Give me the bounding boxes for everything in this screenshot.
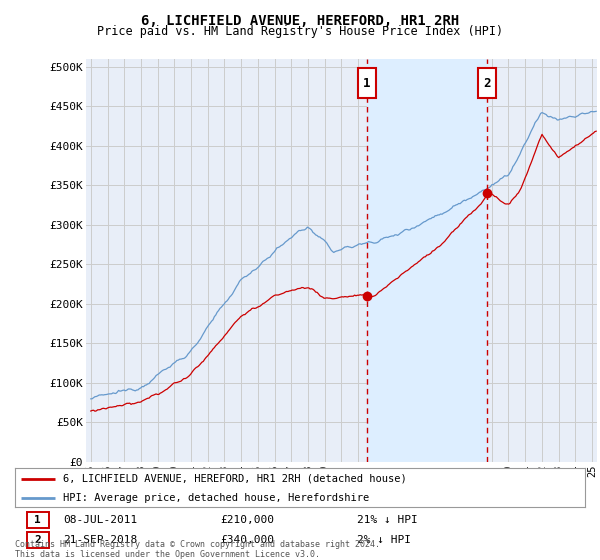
Text: 1: 1 (34, 515, 41, 525)
Text: 08-JUL-2011: 08-JUL-2011 (64, 515, 138, 525)
FancyBboxPatch shape (478, 68, 496, 99)
Text: 2% ↓ HPI: 2% ↓ HPI (357, 535, 411, 545)
Text: 6, LICHFIELD AVENUE, HEREFORD, HR1 2RH (detached house): 6, LICHFIELD AVENUE, HEREFORD, HR1 2RH (… (64, 474, 407, 484)
Text: £210,000: £210,000 (220, 515, 274, 525)
Text: 21-SEP-2018: 21-SEP-2018 (64, 535, 138, 545)
FancyBboxPatch shape (358, 68, 376, 99)
Text: £340,000: £340,000 (220, 535, 274, 545)
Text: 21% ↓ HPI: 21% ↓ HPI (357, 515, 418, 525)
FancyBboxPatch shape (27, 512, 49, 528)
Text: 2: 2 (484, 77, 491, 90)
Text: 2: 2 (34, 535, 41, 545)
Text: 1: 1 (363, 77, 371, 90)
FancyBboxPatch shape (27, 533, 49, 548)
Bar (367, 59, 487, 462)
Text: Price paid vs. HM Land Registry's House Price Index (HPI): Price paid vs. HM Land Registry's House … (97, 25, 503, 38)
Text: HPI: Average price, detached house, Herefordshire: HPI: Average price, detached house, Here… (64, 493, 370, 503)
Text: 6, LICHFIELD AVENUE, HEREFORD, HR1 2RH: 6, LICHFIELD AVENUE, HEREFORD, HR1 2RH (141, 14, 459, 28)
Text: Contains HM Land Registry data © Crown copyright and database right 2024.
This d: Contains HM Land Registry data © Crown c… (15, 540, 380, 559)
